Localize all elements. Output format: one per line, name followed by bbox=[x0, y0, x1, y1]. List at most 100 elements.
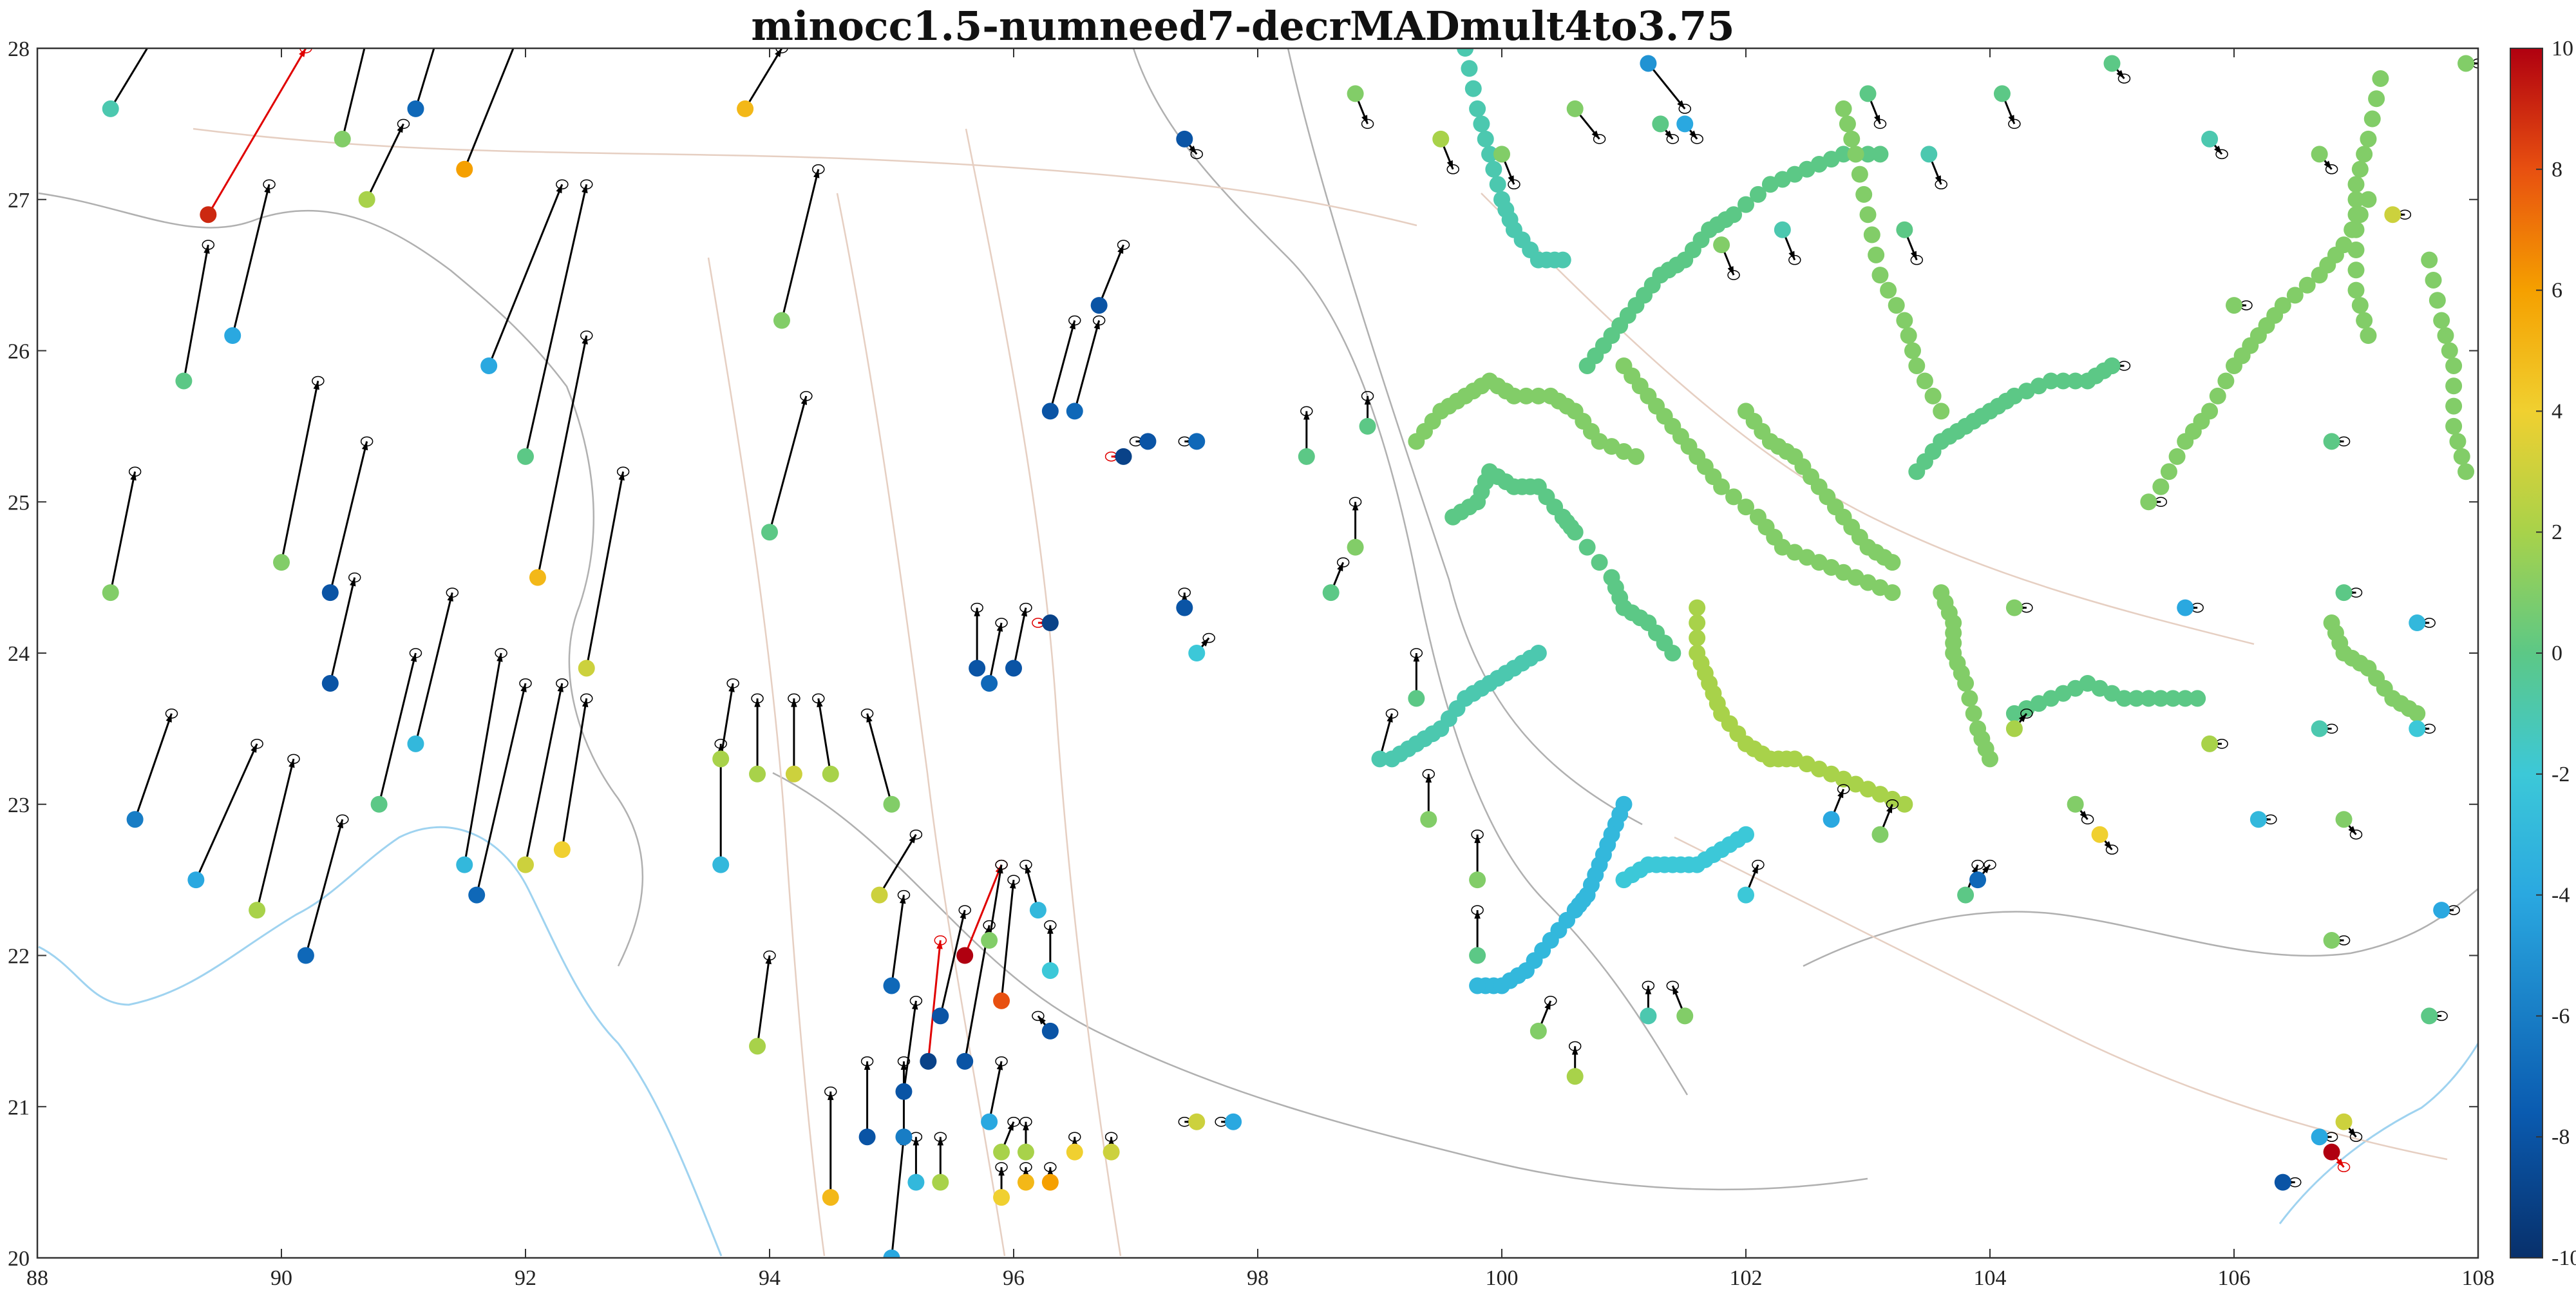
station-point bbox=[200, 206, 217, 223]
velocity-vector bbox=[475, 683, 527, 895]
chain-station bbox=[2360, 327, 2377, 345]
x-tick-label: 98 bbox=[1247, 1266, 1269, 1290]
station-point bbox=[2323, 1143, 2340, 1161]
station-point bbox=[2249, 811, 2267, 828]
chain-station bbox=[1908, 357, 1926, 374]
vector-arrowhead bbox=[251, 743, 258, 753]
station-point bbox=[1041, 614, 1059, 632]
velocity-vector bbox=[988, 1061, 1003, 1123]
chain-station bbox=[1843, 130, 1861, 147]
border bbox=[1803, 888, 2478, 967]
error-ellipse bbox=[1446, 164, 1459, 175]
vector-arrowhead bbox=[1788, 251, 1795, 260]
chain-station bbox=[1530, 645, 1547, 661]
chart-title: minocc1.5-numneed7-decrMADmult4to3.75 bbox=[751, 3, 1735, 50]
y-tick-label: 21 bbox=[8, 1096, 30, 1119]
vector-arrowhead bbox=[1201, 638, 1209, 647]
error-ellipse bbox=[1788, 254, 1801, 265]
chain-station bbox=[2152, 690, 2170, 707]
error-ellipse bbox=[1935, 179, 1947, 190]
vector-arrowhead bbox=[1752, 864, 1758, 874]
colorbar-tick-label: 4 bbox=[2552, 399, 2562, 423]
fault bbox=[193, 128, 1417, 227]
station-point bbox=[2335, 584, 2353, 602]
chain-station bbox=[1839, 115, 1856, 133]
chain-station bbox=[1957, 674, 1975, 692]
error-ellipse bbox=[1422, 769, 1435, 779]
chain-station bbox=[1485, 160, 1502, 178]
chain-station bbox=[2347, 242, 2365, 258]
chain-station bbox=[1738, 499, 1754, 516]
error-ellipse bbox=[1752, 859, 1765, 870]
velocity-vector bbox=[488, 184, 564, 366]
chain-station bbox=[2160, 463, 2177, 480]
chain-station bbox=[2274, 297, 2291, 314]
station-point bbox=[224, 327, 242, 345]
velocity-vector bbox=[1098, 244, 1124, 306]
velocity-vector bbox=[902, 1000, 917, 1092]
error-ellipse bbox=[763, 950, 776, 961]
station-point bbox=[712, 856, 730, 873]
station-point bbox=[2323, 932, 2340, 949]
station-point bbox=[1176, 130, 1193, 147]
vector-arrowhead bbox=[1508, 175, 1514, 185]
chain-station bbox=[1689, 629, 1706, 647]
error-ellipse bbox=[556, 678, 569, 689]
chain-station bbox=[2421, 251, 2438, 269]
station-point bbox=[993, 1143, 1010, 1161]
error-ellipse bbox=[1666, 980, 1680, 991]
station-point bbox=[517, 856, 534, 873]
error-ellipse bbox=[909, 996, 923, 1006]
chain-station bbox=[2164, 690, 2182, 707]
x-tick-label: 108 bbox=[2462, 1266, 2495, 1290]
error-ellipse bbox=[958, 905, 971, 915]
error-ellipse bbox=[1300, 406, 1313, 417]
error-ellipse bbox=[2325, 164, 2338, 175]
station-point bbox=[1566, 100, 1584, 117]
colorbar-tick-label: 6 bbox=[2552, 279, 2562, 303]
chain-station bbox=[2152, 478, 2170, 495]
station-point bbox=[932, 1007, 949, 1025]
station-point bbox=[858, 1128, 876, 1146]
x-tick-label: 102 bbox=[1730, 1266, 1763, 1290]
chain-station bbox=[1738, 196, 1754, 213]
velocity-vector bbox=[1049, 320, 1076, 412]
station-point bbox=[2140, 493, 2157, 511]
station-point bbox=[321, 674, 339, 692]
station-point bbox=[334, 130, 351, 147]
velocity-vector bbox=[109, 471, 137, 593]
station-point bbox=[1188, 433, 1206, 450]
station-point bbox=[2433, 902, 2450, 919]
station-point bbox=[883, 1249, 900, 1258]
chain-station bbox=[2286, 287, 2304, 304]
station-point bbox=[1041, 403, 1059, 420]
velocity-vector bbox=[280, 381, 319, 563]
x-tick-label: 100 bbox=[1486, 1266, 1519, 1290]
chain-station bbox=[2189, 690, 2206, 707]
velocity-vector bbox=[744, 48, 783, 109]
chain-station bbox=[1578, 538, 1596, 556]
error-ellipse bbox=[1984, 859, 1996, 870]
error-ellipse bbox=[1190, 149, 1203, 160]
chain-station bbox=[1924, 387, 1942, 404]
station-point bbox=[993, 1189, 1010, 1206]
station-point bbox=[187, 871, 205, 889]
velocity-vector bbox=[329, 441, 368, 593]
station-point bbox=[2201, 130, 2219, 147]
error-ellipse bbox=[971, 602, 983, 613]
chain-station bbox=[1749, 185, 1766, 203]
station-point bbox=[321, 584, 339, 602]
velocity-vector bbox=[524, 184, 588, 457]
station-point bbox=[932, 1173, 949, 1191]
colorbar: 10 8 6 4 2 0 -2 -4 -6 -8 -10 bbox=[2510, 37, 2576, 1270]
chain-station bbox=[2201, 403, 2219, 420]
station-point bbox=[1493, 146, 1510, 163]
border bbox=[1287, 48, 1643, 826]
vector-arrowhead bbox=[909, 834, 916, 844]
chain-station bbox=[1916, 372, 1933, 390]
station-point bbox=[785, 765, 802, 783]
vector-arrowhead bbox=[2116, 70, 2125, 79]
chain-station bbox=[2168, 448, 2186, 465]
fault bbox=[707, 257, 826, 1257]
chain-station bbox=[2458, 463, 2475, 480]
